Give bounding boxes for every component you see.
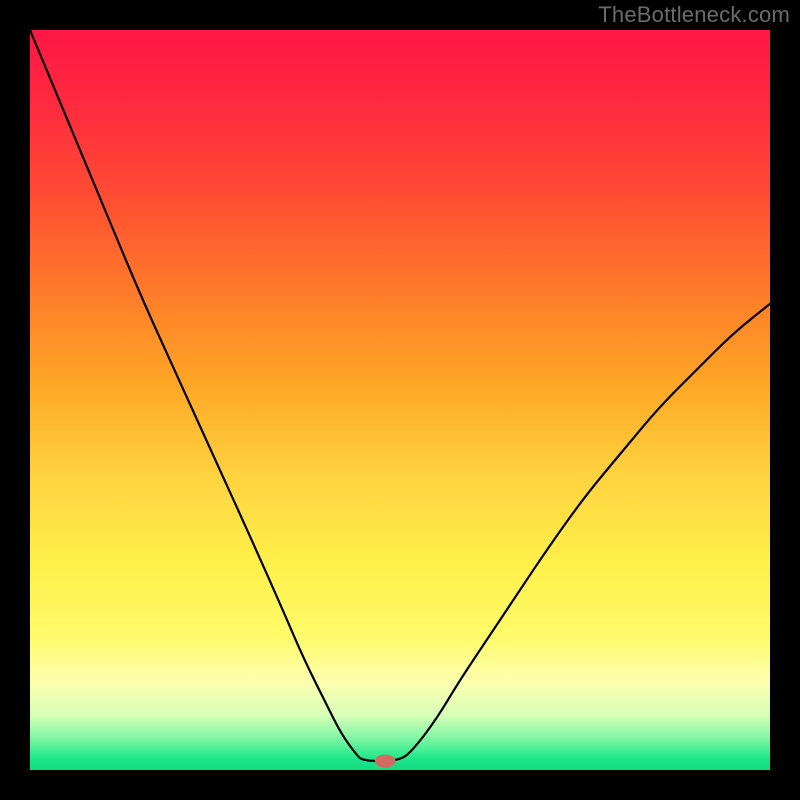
chart-container: TheBottleneck.com bbox=[0, 0, 800, 800]
watermark-text: TheBottleneck.com bbox=[598, 2, 790, 28]
chart-plot-area bbox=[30, 30, 770, 770]
bottleneck-marker bbox=[375, 754, 396, 767]
bottleneck-chart bbox=[0, 0, 800, 800]
